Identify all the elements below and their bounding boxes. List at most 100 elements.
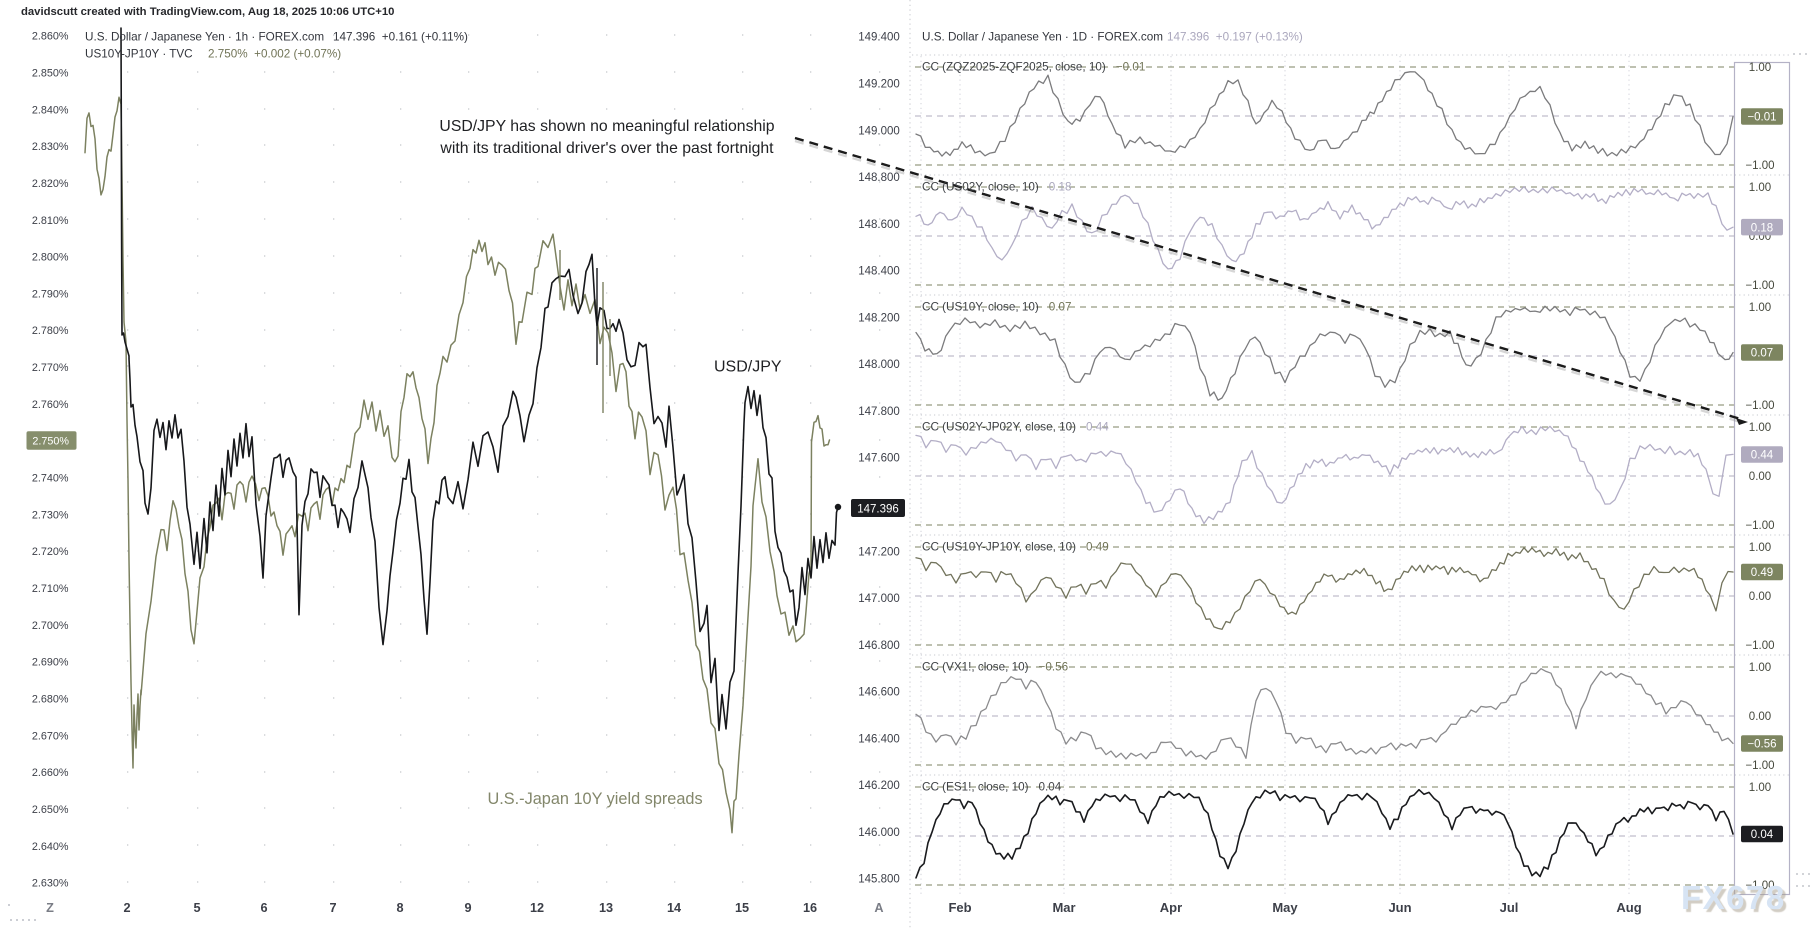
svg-text:2.660%: 2.660% bbox=[32, 767, 69, 779]
svg-text:148.600: 148.600 bbox=[858, 219, 900, 231]
svg-text:2.790%: 2.790% bbox=[32, 288, 69, 300]
svg-text:146.600: 146.600 bbox=[858, 687, 900, 699]
svg-text:148.400: 148.400 bbox=[858, 266, 900, 278]
svg-text:1.00: 1.00 bbox=[1749, 62, 1771, 74]
svg-text:13: 13 bbox=[599, 901, 613, 915]
svg-text:USD/JPY: USD/JPY bbox=[714, 359, 782, 376]
svg-text:14: 14 bbox=[667, 901, 681, 915]
svg-text:145.800: 145.800 bbox=[858, 874, 900, 886]
svg-text:2.710%: 2.710% bbox=[32, 583, 69, 595]
svg-text:Apr: Apr bbox=[1160, 900, 1182, 915]
svg-text:US10Y-JP10Y · TVC: US10Y-JP10Y · TVC bbox=[85, 48, 193, 61]
svg-text:Jul: Jul bbox=[1500, 900, 1519, 915]
svg-text:2.650%: 2.650% bbox=[32, 804, 69, 816]
svg-text:147.600: 147.600 bbox=[858, 453, 900, 465]
svg-text:U.S. Dollar / Japanese Yen · 1: U.S. Dollar / Japanese Yen · 1D · FOREX.… bbox=[922, 31, 1163, 44]
svg-text:15: 15 bbox=[735, 901, 749, 915]
svg-text:U.S.-Japan 10Y yield spreads: U.S.-Japan 10Y yield spreads bbox=[488, 790, 703, 808]
svg-text:2.780%: 2.780% bbox=[32, 325, 69, 337]
svg-text:0.18: 0.18 bbox=[1751, 222, 1773, 234]
svg-text:2.750% +0.002 (+0.07%): 2.750% +0.002 (+0.07%) bbox=[208, 48, 341, 61]
svg-text:with its traditional driver's: with its traditional driver's over the p… bbox=[439, 140, 774, 157]
svg-text:146.200: 146.200 bbox=[858, 780, 900, 792]
svg-text:davidscutt created with Tradin: davidscutt created with TradingView.com,… bbox=[21, 6, 394, 18]
svg-text:0.07: 0.07 bbox=[1751, 348, 1773, 360]
svg-text:148.000: 148.000 bbox=[858, 359, 900, 371]
svg-text:12: 12 bbox=[530, 901, 544, 915]
svg-text:−0.01: −0.01 bbox=[1747, 112, 1776, 124]
svg-text:−1.00: −1.00 bbox=[1745, 160, 1774, 172]
svg-text:8: 8 bbox=[396, 901, 403, 915]
svg-text:147.396 +0.197 (+0.13%): 147.396 +0.197 (+0.13%) bbox=[1167, 31, 1303, 44]
svg-text:2.740%: 2.740% bbox=[32, 473, 69, 485]
svg-text:CC (ZQZ2025-ZQF2025, close, 10: CC (ZQZ2025-ZQF2025, close, 10) −0.01 bbox=[922, 61, 1145, 74]
svg-text:2.630%: 2.630% bbox=[32, 878, 69, 890]
svg-text:7: 7 bbox=[329, 901, 336, 915]
svg-text:−1.00: −1.00 bbox=[1745, 520, 1774, 532]
svg-text:149.200: 149.200 bbox=[858, 78, 900, 90]
svg-text:2.860%: 2.860% bbox=[32, 31, 69, 43]
svg-text:0.44: 0.44 bbox=[1751, 450, 1774, 462]
svg-text:A: A bbox=[874, 901, 883, 915]
svg-text:147.800: 147.800 bbox=[858, 406, 900, 418]
svg-text:−1.00: −1.00 bbox=[1745, 280, 1774, 292]
svg-text:16: 16 bbox=[803, 901, 817, 915]
svg-text:CC (US02Y-JP02Y, close, 10)0.4: CC (US02Y-JP02Y, close, 10) 0.44 bbox=[922, 421, 1109, 434]
svg-text:2.720%: 2.720% bbox=[32, 546, 69, 558]
svg-text:149.000: 149.000 bbox=[858, 125, 900, 137]
svg-text:Feb: Feb bbox=[948, 900, 971, 915]
svg-text:1.00: 1.00 bbox=[1749, 302, 1771, 314]
svg-text:Aug: Aug bbox=[1616, 900, 1641, 915]
svg-text:147.396 +0.161 (+0.11%): 147.396 +0.161 (+0.11%) bbox=[333, 31, 468, 44]
svg-text:2.800%: 2.800% bbox=[32, 252, 69, 264]
svg-text:2.690%: 2.690% bbox=[32, 657, 69, 669]
svg-text:CC (US10Y-JP10Y, close, 10)0.4: CC (US10Y-JP10Y, close, 10) 0.49 bbox=[922, 541, 1109, 554]
svg-text:2.840%: 2.840% bbox=[32, 104, 69, 116]
svg-text:U.S. Dollar / Japanese Yen · 1: U.S. Dollar / Japanese Yen · 1h · FOREX.… bbox=[85, 31, 324, 44]
svg-text:CC (US02Y, close, 10)0.18: CC (US02Y, close, 10) 0.18 bbox=[922, 181, 1071, 194]
svg-text:Mar: Mar bbox=[1052, 900, 1075, 915]
svg-text:148.800: 148.800 bbox=[858, 172, 900, 184]
svg-text:−1.00: −1.00 bbox=[1745, 400, 1774, 412]
svg-text:0.00: 0.00 bbox=[1749, 591, 1771, 603]
svg-text:1.00: 1.00 bbox=[1749, 662, 1771, 674]
svg-text:147.396: 147.396 bbox=[857, 504, 899, 516]
svg-text:2.770%: 2.770% bbox=[32, 362, 69, 374]
svg-text:2.830%: 2.830% bbox=[32, 141, 69, 153]
svg-text:1.00: 1.00 bbox=[1749, 782, 1771, 794]
svg-text:Jun: Jun bbox=[1388, 900, 1411, 915]
svg-text:2.700%: 2.700% bbox=[32, 620, 69, 632]
svg-text:2: 2 bbox=[123, 901, 130, 915]
svg-text:2.760%: 2.760% bbox=[32, 399, 69, 411]
svg-text:−1.00: −1.00 bbox=[1745, 640, 1774, 652]
svg-text:5: 5 bbox=[193, 901, 200, 915]
svg-text:147.000: 147.000 bbox=[858, 593, 900, 605]
svg-text:USD/JPY has shown no meaningfu: USD/JPY has shown no meaningful relation… bbox=[439, 118, 774, 135]
svg-text:146.000: 146.000 bbox=[858, 827, 900, 839]
svg-text:1.00: 1.00 bbox=[1749, 542, 1771, 554]
svg-text:149.400: 149.400 bbox=[858, 32, 900, 44]
svg-text:2.810%: 2.810% bbox=[32, 215, 69, 227]
svg-text:1.00: 1.00 bbox=[1749, 182, 1771, 194]
svg-text:2.670%: 2.670% bbox=[32, 730, 69, 742]
svg-text:0.00: 0.00 bbox=[1749, 711, 1771, 723]
svg-text:148.200: 148.200 bbox=[858, 312, 900, 324]
svg-text:147.200: 147.200 bbox=[858, 546, 900, 558]
svg-text:0.00: 0.00 bbox=[1749, 471, 1771, 483]
svg-text:2.850%: 2.850% bbox=[32, 67, 69, 79]
svg-text:146.800: 146.800 bbox=[858, 640, 900, 652]
svg-text:CC (US10Y, close, 10)0.07: CC (US10Y, close, 10) 0.07 bbox=[922, 301, 1071, 314]
svg-text:−1.00: −1.00 bbox=[1745, 760, 1774, 772]
svg-text:2.680%: 2.680% bbox=[32, 694, 69, 706]
svg-text:2.640%: 2.640% bbox=[32, 841, 69, 853]
svg-text:1.00: 1.00 bbox=[1749, 422, 1771, 434]
svg-text:0.49: 0.49 bbox=[1751, 567, 1773, 579]
svg-text:2.820%: 2.820% bbox=[32, 178, 69, 190]
svg-text:Z: Z bbox=[46, 901, 54, 915]
svg-text:9: 9 bbox=[464, 901, 471, 915]
svg-text:CC (ES1!, close, 10)0.04: CC (ES1!, close, 10) 0.04 bbox=[922, 781, 1062, 794]
svg-text:2.730%: 2.730% bbox=[32, 509, 69, 521]
svg-text:CC (VX1!, close, 10)−0.56: CC (VX1!, close, 10) −0.56 bbox=[922, 661, 1068, 674]
svg-text:0.04: 0.04 bbox=[1751, 829, 1774, 841]
svg-text:2.750%: 2.750% bbox=[32, 436, 69, 448]
